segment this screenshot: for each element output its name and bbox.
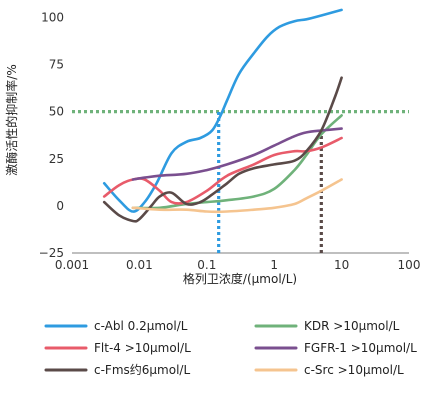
x-tick-label: 0.01 bbox=[126, 258, 153, 272]
x-tick-label: 100 bbox=[398, 258, 421, 272]
x-tick-label: 10 bbox=[334, 258, 349, 272]
x-tick-label: 1 bbox=[270, 258, 278, 272]
series-line-4 bbox=[102, 76, 343, 223]
x-tick-label: 0.001 bbox=[55, 258, 89, 272]
y-tick-label: 50 bbox=[49, 105, 64, 119]
x-tick-label: 0.1 bbox=[197, 258, 216, 272]
legend-label-4: c-Fms约6μmol/L bbox=[94, 362, 190, 377]
legend-label-2: Flt-4 >10μmol/L bbox=[94, 341, 191, 355]
x-axis-title: 格列卫浓度/(μmol/L) bbox=[183, 271, 297, 286]
y-tick-labels: 100 75 50 25 0 −25 bbox=[39, 10, 64, 260]
y-tick-label: 75 bbox=[49, 58, 64, 72]
x-tick-labels: 0.001 0.01 0.1 1 10 100 bbox=[55, 258, 421, 272]
y-tick-label: −25 bbox=[39, 246, 64, 260]
y-tick-label: 25 bbox=[49, 152, 64, 166]
series-line-0 bbox=[102, 8, 343, 213]
legend-label-3: FGFR-1 >10μmol/L bbox=[304, 341, 417, 355]
legend: c-Abl 0.2μmol/L KDR >10μmol/L Flt-4 >10μmo… bbox=[44, 319, 417, 377]
legend-label-5: c-Src >10μmol/L bbox=[304, 363, 404, 377]
series-line-2 bbox=[102, 136, 343, 205]
legend-label-1: KDR >10μmol/L bbox=[304, 319, 400, 333]
series-line-5 bbox=[131, 178, 343, 214]
legend-label-0: c-Abl 0.2μmol/L bbox=[94, 319, 188, 333]
y-tick-label: 100 bbox=[41, 10, 64, 24]
series-lines bbox=[102, 8, 343, 223]
y-tick-label: 0 bbox=[56, 199, 64, 213]
series-line-3 bbox=[131, 127, 343, 181]
y-axis-title: 激酶活性的抑制率/% bbox=[4, 64, 19, 175]
